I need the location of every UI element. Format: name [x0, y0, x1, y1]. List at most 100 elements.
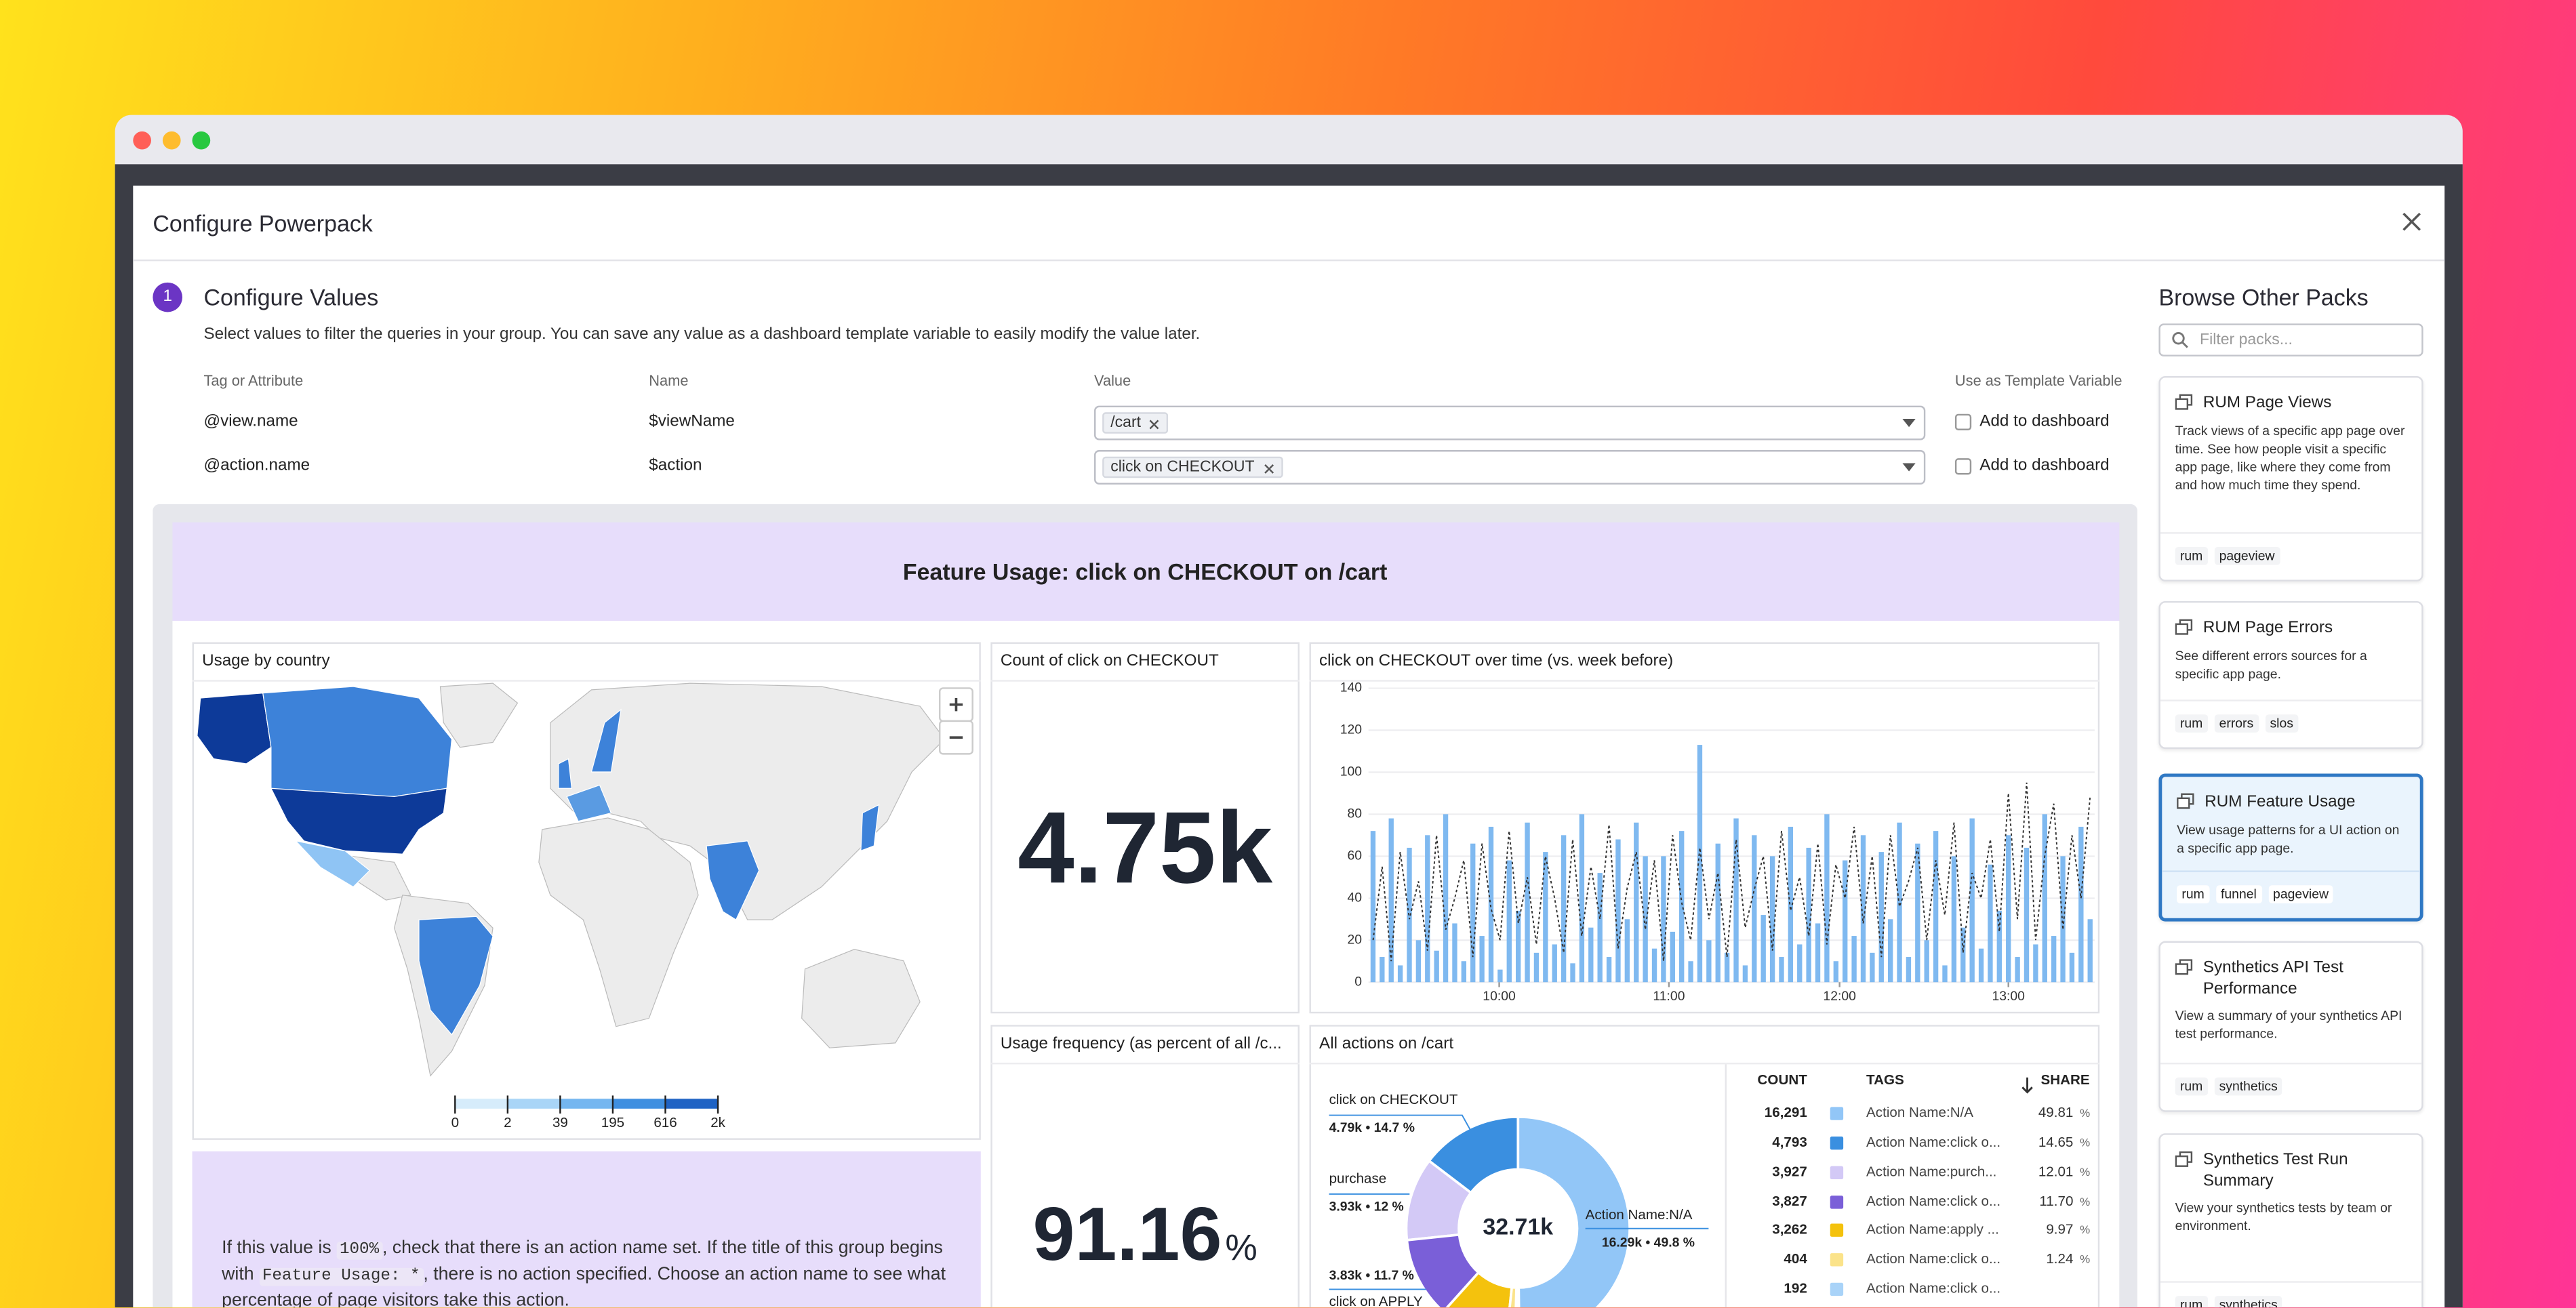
bar — [1887, 919, 1893, 983]
pack-tag: slos — [2265, 714, 2299, 733]
window-button[interactable] — [132, 130, 150, 149]
value-select[interactable]: click on CHECKOUT — [1094, 450, 1926, 485]
panel-divider — [192, 680, 981, 682]
card-divider — [2160, 1281, 2422, 1283]
pack-tag: pageview — [2268, 885, 2334, 903]
bar — [1733, 818, 1739, 983]
checkbox-label[interactable]: Add to dashboard — [1979, 412, 2110, 431]
zoom-icon[interactable] — [949, 697, 963, 712]
tag-cell: Action Name:click o... — [1866, 1250, 2001, 1267]
card-divider — [2160, 1062, 2422, 1065]
pack-tags: rum synthetics — [2175, 1296, 2283, 1308]
bar — [1760, 915, 1766, 983]
window-button[interactable] — [161, 130, 180, 149]
panel-title: click on CHECKOUT over time (vs. week be… — [1319, 651, 1674, 670]
bar — [2015, 957, 2020, 983]
checkbox[interactable] — [1954, 413, 1972, 430]
sort-icon — [2021, 1073, 2034, 1094]
card-divider — [2160, 699, 2422, 701]
bar — [1724, 952, 1730, 983]
bar — [1661, 856, 1666, 983]
donut-slice — [1427, 1116, 1520, 1195]
timeseries-panel — [1309, 642, 2100, 1014]
pack-card[interactable]: RUM Page Views Track views of a specific … — [2158, 375, 2423, 581]
bar — [1797, 944, 1803, 983]
bar — [1915, 843, 1920, 983]
bar — [1388, 818, 1394, 983]
bar — [1533, 952, 1539, 983]
value-select[interactable]: /cart — [1094, 405, 1926, 441]
count-panel — [990, 642, 1300, 1014]
bar — [1643, 856, 1648, 983]
x-tick-label: 10:00 — [1483, 989, 1516, 1004]
caret — [1902, 463, 1916, 472]
bar — [1570, 963, 1575, 983]
share-unit: % — [2080, 1254, 2091, 1267]
column-header: Value — [1094, 372, 1131, 389]
share-unit: % — [2080, 1168, 2091, 1179]
pack-description: View usage patterns for a UI action on a… — [2177, 823, 2400, 856]
callout-name: click on APPLY — [1329, 1294, 1423, 1307]
value-chip[interactable]: /cart — [1102, 412, 1169, 434]
search-box[interactable]: Filter packs... — [2158, 323, 2423, 356]
bar — [1924, 940, 1929, 983]
y-tick-label: 140 — [1340, 680, 1363, 695]
remove-icon[interactable] — [1149, 419, 1161, 430]
checkbox-label[interactable]: Add to dashboard — [1979, 457, 2110, 475]
legend-segment — [507, 1099, 561, 1109]
bar — [1434, 950, 1439, 983]
panel-title: Usage by country — [202, 651, 330, 670]
table-divider — [1725, 1064, 1727, 1308]
share-cell: 14.65 — [2038, 1133, 2074, 1150]
bar — [1515, 910, 1521, 983]
donut-slice — [1445, 1271, 1514, 1308]
step-badge: 1 — [153, 282, 183, 312]
bar — [1397, 965, 1403, 983]
pack-title: Synthetics API Test Performance — [2202, 959, 2343, 999]
pack-card[interactable]: RUM Feature Usage View usage patterns for… — [2158, 773, 2423, 922]
tag-cell: Action Name:click o... — [1866, 1192, 2001, 1209]
country — [550, 682, 946, 920]
close-button[interactable] — [2400, 210, 2423, 233]
pack-tags: rum funnel pageview — [2177, 885, 2334, 903]
pack-card[interactable]: Synthetics Test Run Summary View your syn… — [2158, 1133, 2423, 1308]
remove-icon[interactable] — [1263, 463, 1274, 474]
bar — [1851, 936, 1857, 983]
pack-card[interactable]: RUM Page Errors See different errors sour… — [2158, 600, 2423, 750]
y-tick-label: 40 — [1347, 890, 1362, 905]
country — [270, 788, 447, 855]
window-button[interactable] — [191, 130, 209, 149]
bar — [1588, 927, 1594, 983]
value-chip[interactable]: click on CHECKOUT — [1102, 456, 1283, 478]
close-icon[interactable] — [2400, 210, 2423, 233]
bar — [1415, 940, 1422, 983]
country — [590, 708, 622, 773]
pack-tag: synthetics — [2214, 1077, 2283, 1096]
country — [294, 840, 371, 888]
pack-tags: rum synthetics — [2175, 1077, 2283, 1096]
checkbox[interactable] — [1954, 458, 1972, 475]
legend-label: 0 — [451, 1115, 459, 1130]
pack-card[interactable]: Synthetics API Test Performance View a su… — [2158, 941, 2423, 1112]
note-code: 100% — [336, 1242, 382, 1260]
sort-arrow[interactable] — [2021, 1077, 2034, 1094]
count-cell: 16,291 — [1764, 1103, 1807, 1121]
bar — [1380, 957, 1385, 983]
count-cell: 3,827 — [1772, 1192, 1807, 1209]
note-text-part: , check that there is an action name set… — [222, 1238, 943, 1285]
donut-slice — [1508, 1286, 1518, 1308]
color-swatch — [1830, 1223, 1844, 1237]
color-swatch — [1830, 1195, 1844, 1209]
pack-icon — [2177, 793, 2194, 809]
donut-slice — [1516, 1116, 1631, 1308]
bar — [1634, 822, 1639, 983]
bar — [1606, 957, 1612, 983]
pack-icon — [2175, 959, 2193, 975]
bar — [1906, 957, 1912, 983]
bar — [1615, 839, 1621, 983]
pack-description: See different errors sources for a speci… — [2175, 649, 2367, 682]
tag-cell: Action Name:apply ... — [1866, 1220, 1999, 1238]
pack-tag: rum — [2175, 1296, 2208, 1308]
legend-label: 195 — [601, 1115, 624, 1130]
